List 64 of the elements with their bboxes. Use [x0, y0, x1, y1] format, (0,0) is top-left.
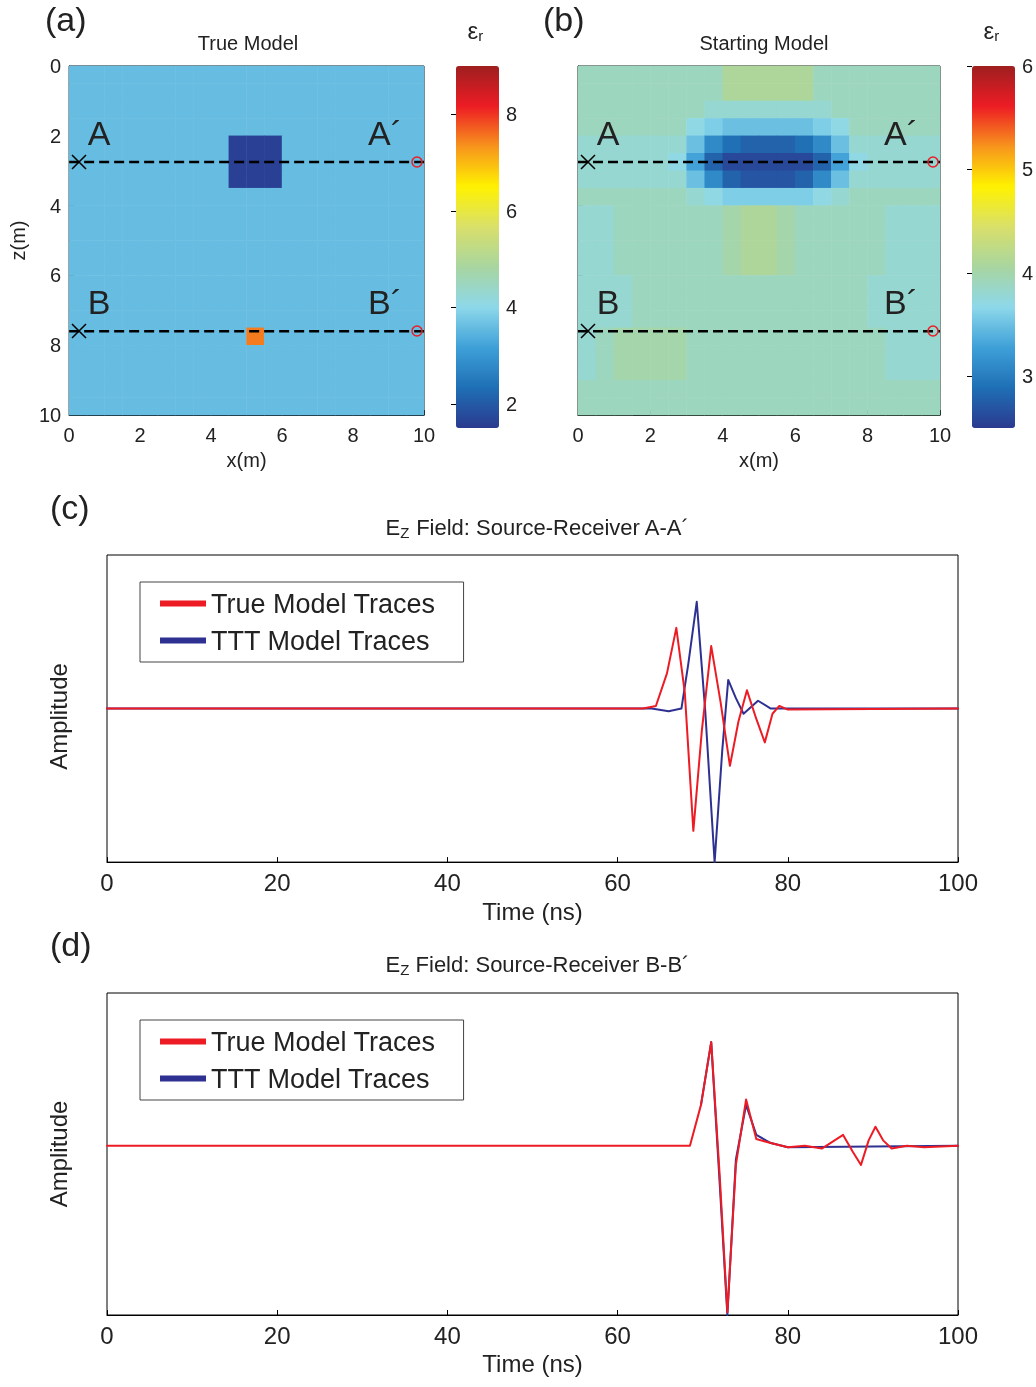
x-tick-label: 6 — [276, 424, 288, 447]
x-tick-label: 0 — [572, 424, 584, 447]
legend-label: TTT Model Traces — [211, 1063, 430, 1094]
x-tick-label: 80 — [774, 1321, 802, 1349]
x-tick-label: 80 — [774, 868, 802, 896]
y-tick-label: 10 — [38, 404, 62, 427]
x-tick-label: 6 — [789, 424, 801, 447]
chart-title: True Model — [197, 32, 299, 54]
color-bar-label: 4 — [1021, 261, 1033, 284]
annotation: A´ — [368, 114, 402, 152]
color-bar-title: εr — [467, 16, 484, 44]
x-tick-label: 100 — [937, 1321, 979, 1349]
annotation: B´ — [884, 283, 918, 322]
y-axis-title: z(m) — [7, 220, 29, 261]
x-tick-label: 60 — [604, 868, 631, 896]
legend-label: TTT Model Traces — [211, 625, 430, 656]
x-tick-label: 8 — [347, 424, 359, 447]
y-axis-title: Amplitude — [44, 663, 72, 770]
x-tick-label: 0 — [100, 1321, 114, 1349]
y-tick-label: 0 — [50, 55, 62, 77]
y-tick-label: 6 — [50, 264, 62, 287]
annotation: B — [596, 283, 620, 322]
x-tick-label: 60 — [604, 1321, 631, 1349]
x-tick-label: 8 — [862, 424, 874, 447]
annotation: A — [87, 114, 111, 152]
x-axis-title: Time (ns) — [482, 1350, 583, 1378]
text: (c) — [50, 488, 90, 526]
legend-label: True Model Traces — [211, 588, 436, 619]
text: (b) — [543, 0, 585, 38]
x-tick-label: 10 — [928, 424, 952, 447]
color-bar-label: 2 — [505, 392, 517, 415]
annotation: B — [87, 283, 111, 322]
x-axis-title: Time (ns) — [482, 897, 583, 925]
x-tick-label: 40 — [434, 1321, 461, 1349]
annotation: A — [596, 114, 620, 152]
x-tick-label: 40 — [434, 868, 461, 896]
x-tick-label: 10 — [412, 424, 436, 447]
y-tick-label: 8 — [50, 334, 62, 357]
x-tick-label: 2 — [134, 424, 146, 447]
x-tick-label: 100 — [937, 868, 979, 896]
legend-label: True Model Traces — [211, 1026, 436, 1057]
x-tick-label: 20 — [263, 1321, 291, 1349]
annotation: A´ — [884, 114, 918, 152]
color-bar-label: 6 — [1021, 55, 1033, 77]
x-tick-label: 0 — [100, 868, 114, 896]
chart-title: Starting Model — [699, 32, 829, 54]
color-bar-label: 6 — [505, 199, 517, 222]
y-axis-title: Amplitude — [44, 1100, 72, 1208]
x-tick-label: 4 — [717, 424, 729, 447]
x-axis-title: x(m) — [739, 449, 779, 471]
color-bar-title: εr — [983, 16, 1000, 44]
y-tick-label: 4 — [50, 194, 62, 217]
x-axis-title: x(m) — [226, 449, 267, 471]
color-bar-label: 4 — [505, 296, 517, 319]
text: (a) — [45, 0, 87, 38]
y-tick-label: 2 — [50, 124, 62, 147]
color-bar-label: 3 — [1021, 365, 1033, 388]
color-bar-label: 8 — [505, 103, 517, 126]
x-tick-label: 20 — [263, 868, 291, 896]
x-tick-label: 4 — [205, 424, 217, 447]
x-tick-label: 2 — [644, 424, 656, 447]
text: (d) — [50, 925, 92, 963]
color-bar-label: 5 — [1021, 158, 1033, 181]
annotation: B´ — [368, 283, 402, 322]
